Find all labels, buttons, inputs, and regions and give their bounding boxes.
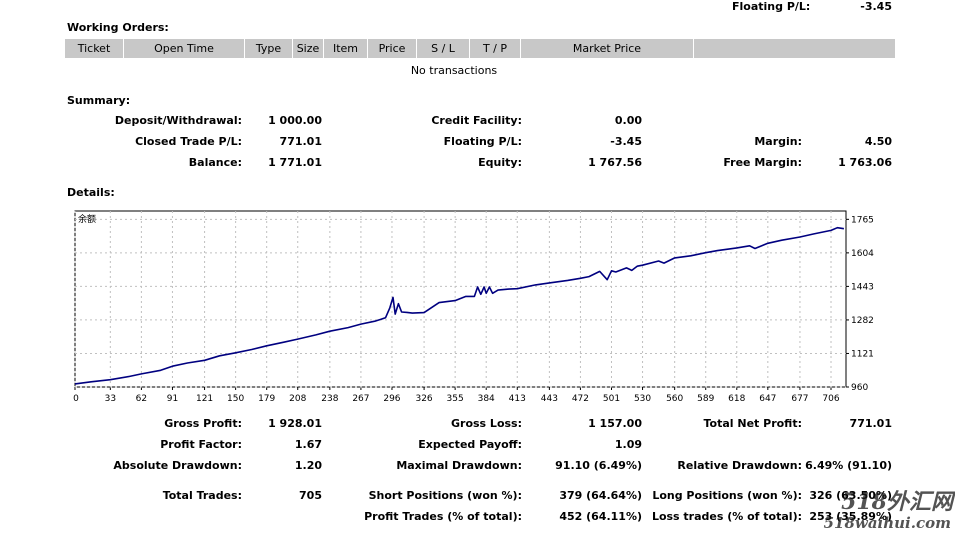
margin-label: Margin: [754, 135, 802, 148]
no-transactions-text: No transactions [410, 64, 498, 77]
loss-trades-label: Loss trades (% of total): [651, 510, 802, 523]
top-floating-value: -3.45 [860, 0, 892, 13]
chart-y-tick-label: 1765 [851, 215, 874, 225]
chart-x-tick-label: 677 [791, 394, 808, 404]
col-size[interactable]: Size [293, 39, 324, 58]
closed-pl-value: 771.01 [279, 135, 322, 148]
margin-value: 4.50 [864, 135, 892, 148]
col-tp[interactable]: T / P [470, 39, 521, 58]
chart-x-tick-label: 355 [447, 394, 464, 404]
chart-x-tick-label: 501 [603, 394, 620, 404]
chart-x-tick-label: 618 [728, 394, 745, 404]
long-positions-value: 326 (63.50%) [809, 489, 892, 502]
long-positions-label: Long Positions (won %): [652, 489, 802, 502]
relative-drawdown-value: 6.49% (91.10) [805, 459, 892, 472]
equity-value: 1 767.56 [588, 156, 642, 169]
balance-series-line [74, 226, 845, 385]
chart-y-tick-label: 960 [851, 383, 868, 393]
chart-x-tick-label: 472 [572, 394, 589, 404]
maximal-drawdown-value: 91.10 (6.49%) [555, 459, 642, 472]
deposit-label: Deposit/Withdrawal: [114, 114, 242, 127]
chart-y-tick-label: 1604 [851, 249, 874, 259]
working-orders-title: Working Orders: [67, 21, 169, 34]
floating-pl-label: Floating P/L: [443, 135, 522, 148]
free-margin-value: 1 763.06 [838, 156, 892, 169]
gross-loss-label: Gross Loss: [451, 417, 522, 430]
chart-x-tick-label: 647 [759, 394, 776, 404]
col-ticket[interactable]: Ticket [65, 39, 124, 58]
total-trades-value: 705 [299, 489, 322, 502]
short-positions-label: Short Positions (won %): [368, 489, 522, 502]
watermark-line2: 518waihui.com [824, 514, 951, 532]
chart-x-tick-label: 413 [509, 394, 526, 404]
chart-x-tick-label: 296 [383, 394, 400, 404]
balance-label: Balance: [188, 156, 242, 169]
working-orders-table-header: Ticket Open Time Type Size Item Price S … [65, 39, 895, 58]
profit-trades-label: Profit Trades (% of total): [364, 510, 522, 523]
chart-x-tick-label: 62 [136, 394, 147, 404]
absolute-drawdown-label: Absolute Drawdown: [113, 459, 242, 472]
deposit-value: 1 000.00 [268, 114, 322, 127]
chart-x-tick-label: 267 [352, 394, 369, 404]
free-margin-label: Free Margin: [723, 156, 802, 169]
credit-label: Credit Facility: [431, 114, 522, 127]
gross-loss-value: 1 157.00 [588, 417, 642, 430]
total-trades-label: Total Trades: [162, 489, 242, 502]
summary-title: Summary: [67, 94, 131, 107]
gross-profit-value: 1 928.01 [268, 417, 322, 430]
col-open-time[interactable]: Open Time [124, 39, 245, 58]
balance-value: 1 771.01 [268, 156, 322, 169]
maximal-drawdown-label: Maximal Drawdown: [396, 459, 522, 472]
chart-title: 余额 [78, 213, 96, 225]
short-positions-value: 379 (64.64%) [559, 489, 642, 502]
chart-x-tick-label: 179 [258, 394, 275, 404]
chart-x-tick-label: 150 [227, 394, 244, 404]
chart-y-tick-label: 1121 [851, 349, 874, 359]
col-sl[interactable]: S / L [417, 39, 470, 58]
closed-pl-label: Closed Trade P/L: [135, 135, 242, 148]
col-price[interactable]: Price [368, 39, 417, 58]
chart-x-tick-label: 208 [289, 394, 306, 404]
credit-value: 0.00 [614, 114, 642, 127]
chart-y-tick-label: 1443 [851, 282, 874, 292]
chart-x-tick-label: 121 [196, 394, 213, 404]
chart-x-tick-label: 238 [321, 394, 338, 404]
chart-x-tick-label: 443 [541, 394, 558, 404]
col-market-price[interactable]: Market Price [521, 39, 694, 58]
col-item[interactable]: Item [324, 39, 368, 58]
chart-x-tick-label: 0 [73, 394, 79, 404]
chart-x-tick-label: 33 [105, 394, 116, 404]
profit-factor-label: Profit Factor: [160, 438, 242, 451]
total-net-profit-label: Total Net Profit: [703, 417, 803, 430]
col-type[interactable]: Type [245, 39, 293, 58]
expected-payoff-value: 1.09 [614, 438, 642, 451]
profit-trades-value: 452 (64.11%) [559, 510, 642, 523]
top-floating-label: Floating P/L: [732, 0, 811, 13]
relative-drawdown-label: Relative Drawdown: [677, 459, 802, 472]
profit-factor-value: 1.67 [294, 438, 322, 451]
watermark-logo: 518外汇网 518waihui.com [824, 489, 955, 532]
absolute-drawdown-value: 1.20 [294, 459, 322, 472]
chart-x-tick-label: 91 [167, 394, 178, 404]
chart-x-tick-label: 530 [634, 394, 651, 404]
chart-x-tick-label: 589 [697, 394, 714, 404]
total-net-profit-value: 771.01 [849, 417, 892, 430]
watermark-line1: 518外汇网 [841, 489, 955, 515]
col-blank [694, 39, 895, 58]
chart-x-tick-label: 384 [478, 394, 495, 404]
chart-x-tick-label: 560 [666, 394, 683, 404]
details-title: Details: [67, 186, 115, 199]
equity-label: Equity: [478, 156, 522, 169]
chart-y-tick-label: 1282 [851, 316, 874, 326]
gross-profit-label: Gross Profit: [164, 417, 242, 430]
loss-trades-value: 253 (35.89%) [809, 510, 892, 523]
floating-pl-value: -3.45 [610, 135, 642, 148]
chart-x-tick-label: 326 [415, 394, 432, 404]
expected-payoff-label: Expected Payoff: [418, 438, 522, 451]
chart-x-tick-label: 706 [822, 394, 839, 404]
